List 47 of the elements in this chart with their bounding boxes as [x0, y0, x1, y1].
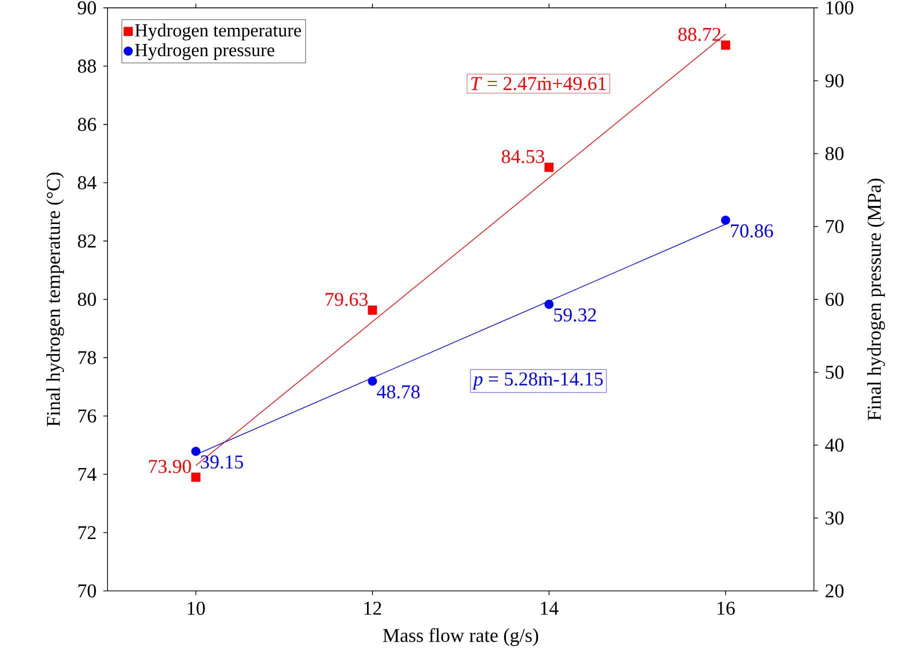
x-axis-title: Mass flow rate (g/s) — [383, 628, 538, 646]
y-tick-label: 82 — [78, 234, 96, 248]
data-label: 73.90 — [149, 460, 192, 474]
point — [721, 40, 730, 50]
y-tick-label: 74 — [78, 468, 96, 481]
x-tick-label: 14 — [540, 602, 558, 615]
data-label: 84.53 — [502, 150, 544, 164]
y-tick-label: 86 — [78, 118, 96, 131]
annotation: T = 2.47ṁ+49.61 — [471, 76, 606, 90]
y2-tick-label: 70 — [826, 220, 844, 233]
data-label: 39.15 — [200, 455, 244, 468]
legend-label: Hydrogen pressure — [135, 43, 274, 60]
data-label: 70.86 — [730, 224, 773, 238]
y2-tick-label: 60 — [826, 292, 844, 306]
point — [721, 216, 730, 225]
point — [368, 376, 378, 386]
data-label: 79.63 — [326, 292, 368, 306]
y-tick-label: 90 — [78, 1, 96, 14]
y2-tick-label: 80 — [826, 146, 844, 160]
y2-tick-label: 90 — [825, 74, 844, 88]
data-label: 59.32 — [554, 308, 596, 322]
y2-tick-label: 100 — [826, 1, 854, 14]
y-tick-label: 84 — [78, 176, 96, 190]
point — [368, 305, 378, 315]
y-tick-label: 70 — [78, 584, 96, 598]
data-label: 88.72 — [678, 28, 720, 41]
x-tick-label: 10 — [188, 602, 205, 615]
y2-tick-label: 40 — [825, 438, 844, 452]
point — [544, 162, 554, 172]
data-label: 48.78 — [376, 385, 420, 398]
point — [191, 446, 200, 456]
y2-axis-title: Final hydrogen pressure (MPa) — [867, 178, 885, 420]
y-tick-label: 88 — [78, 59, 96, 73]
y2-tick-label: 50 — [826, 366, 844, 379]
y-tick-label: 78 — [78, 350, 96, 364]
point — [544, 300, 554, 309]
y2-tick-label: 20 — [826, 584, 844, 598]
y-axis-title: Final hydrogen temperature (°C) — [46, 172, 64, 426]
y-tick-label: 76 — [78, 409, 96, 422]
y-tick-label: 80 — [78, 292, 96, 306]
y-tick-label: 72 — [78, 526, 96, 539]
annotation: p = 5.28ṁ-14.15 — [472, 372, 603, 390]
legend-label: Hydrogen temperature — [135, 23, 302, 40]
point — [191, 472, 200, 482]
x-tick-label: 12 — [364, 602, 382, 615]
y2-tick-label: 30 — [826, 511, 844, 524]
x-tick-label: 16 — [718, 602, 735, 615]
